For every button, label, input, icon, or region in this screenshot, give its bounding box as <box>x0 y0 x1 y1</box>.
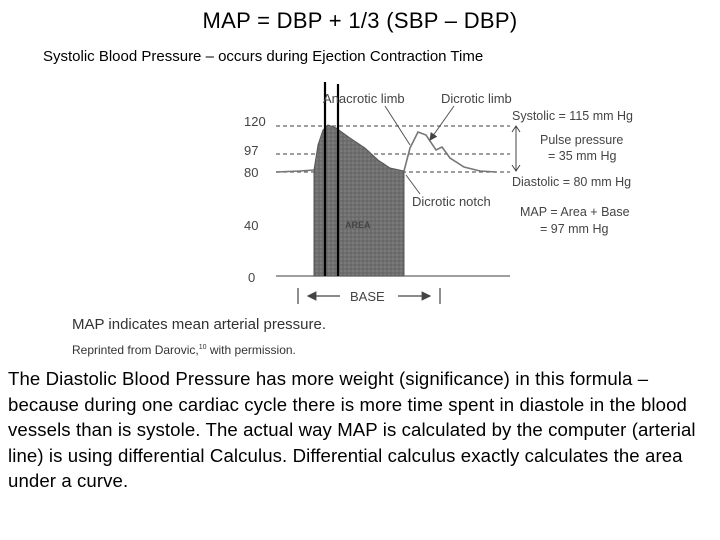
pre-beat-waveform <box>275 169 315 173</box>
y-tick-97: 97 <box>244 143 258 158</box>
map-value-label: = 97 mm Hg <box>540 222 608 236</box>
y-tick-120: 120 <box>244 114 266 129</box>
dicrotic-notch-pointer <box>405 174 421 195</box>
anacrotic-limb-label: Anacrotic limb <box>323 91 405 106</box>
map-formula-label: MAP = Area + Base <box>520 205 630 219</box>
dicrotic-limb-arrow <box>429 105 455 141</box>
dicrotic-limb-label: Dicrotic limb <box>441 91 512 106</box>
systolic-label: Systolic = 115 mm Hg <box>512 109 633 123</box>
y-tick-80: 80 <box>244 165 258 180</box>
credit-reference: 10 <box>198 344 207 351</box>
credit-text: Reprinted from Darovic, <box>72 343 199 357</box>
diastolic-label: Diastolic = 80 mm Hg <box>512 175 631 189</box>
bracket-bottom-arrow <box>511 164 521 172</box>
subtitle: Systolic Blood Pressure – occurs during … <box>43 48 484 65</box>
formula-title: MAP = DBP + 1/3 (SBP – DBP) <box>202 8 518 33</box>
y-tick-40: 40 <box>244 218 258 233</box>
figure-caption: MAP indicates mean arterial pressure. <box>72 316 327 333</box>
bracket-top-arrow <box>511 125 521 133</box>
y-tick-0: 0 <box>248 270 255 285</box>
credit-text-end: with permission. <box>206 343 296 357</box>
pulse-pressure-value: = 35 mm Hg <box>548 149 616 163</box>
pulse-pressure-label: Pulse pressure <box>540 133 623 147</box>
dicrotic-notch-label: Dicrotic notch <box>412 194 491 209</box>
second-beat-waveform <box>403 130 497 173</box>
figure-credit: Reprinted from Darovic,10 with permissio… <box>72 343 296 357</box>
arterial-waveform-figure: 120 97 80 40 0 AREA Anacrotic limb Dicro… <box>0 70 720 310</box>
area-label: AREA <box>345 220 371 230</box>
explanation-paragraph: The Diastolic Blood Pressure has more we… <box>8 368 696 491</box>
area-under-curve <box>313 124 405 277</box>
base-label: BASE <box>350 289 385 304</box>
waveform-svg: 120 97 80 40 0 AREA Anacrotic limb Dicro… <box>244 82 633 304</box>
anacrotic-limb-pointer <box>384 105 411 146</box>
